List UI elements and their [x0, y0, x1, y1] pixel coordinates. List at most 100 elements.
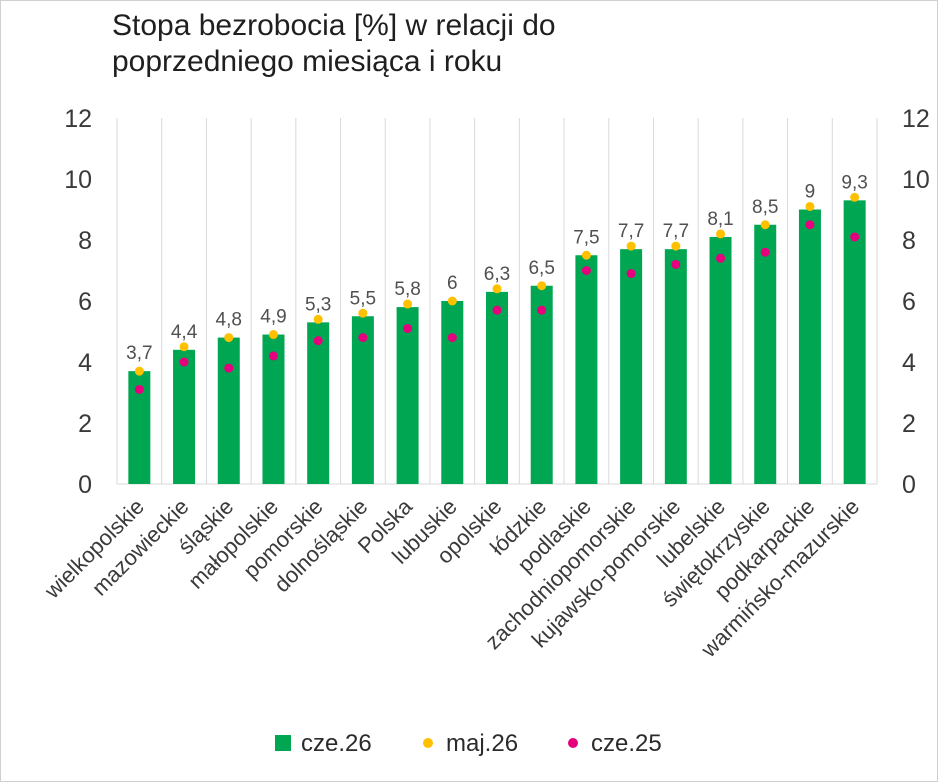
- data-label: 8,1: [707, 209, 733, 230]
- y-tick-label-right: 4: [902, 349, 916, 377]
- bar: [530, 285, 553, 484]
- data-label: 9,3: [841, 172, 867, 193]
- marker-maj26: [224, 333, 234, 343]
- marker-cze25: [447, 333, 457, 343]
- marker-maj26: [537, 281, 547, 291]
- bar: [575, 255, 598, 484]
- bar: [173, 349, 196, 484]
- bar: [664, 249, 687, 484]
- bar: [262, 334, 285, 484]
- data-label: 7,5: [573, 227, 599, 248]
- marker-cze25: [268, 351, 278, 361]
- y-axis-left: 0 2 4 6 8 10 12: [64, 105, 92, 499]
- data-label: 8,5: [752, 197, 778, 218]
- y-tick-label-left: 0: [78, 471, 92, 499]
- bars: [128, 200, 866, 484]
- marker-maj26: [403, 299, 413, 309]
- bar: [620, 249, 643, 484]
- y-tick-label-left: 4: [78, 349, 92, 377]
- chart-title-line2: poprzedniego miesiąca i roku: [112, 45, 503, 78]
- chart-title-line1: Stopa bezrobocia [%] w relacji do: [112, 9, 556, 42]
- marker-cze25: [224, 363, 234, 373]
- markers: [134, 192, 860, 394]
- marker-cze25: [313, 336, 323, 346]
- bar: [307, 322, 330, 484]
- marker-maj26: [179, 342, 189, 352]
- legend-label: maj.26: [446, 730, 518, 757]
- data-label: 4,8: [216, 310, 242, 331]
- y-tick-label-right: 10: [902, 166, 930, 194]
- marker-maj26: [268, 330, 278, 340]
- data-label: 7,7: [618, 221, 644, 242]
- category-labels: wielkopolskiemazowieckieśląskiemałopolsk…: [39, 493, 864, 662]
- data-label: 4,4: [171, 322, 198, 343]
- legend-swatch-cze26: [275, 735, 291, 751]
- marker-cze25: [671, 259, 681, 269]
- y-tick-label-left: 10: [64, 166, 92, 194]
- marker-maj26: [581, 250, 591, 260]
- marker-cze25: [134, 384, 144, 394]
- marker-maj26: [850, 192, 860, 202]
- marker-cze25: [403, 323, 413, 333]
- marker-maj26: [671, 241, 681, 251]
- y-tick-label-right: 2: [902, 410, 916, 438]
- bar: [754, 224, 777, 484]
- bar: [128, 371, 151, 484]
- marker-cze25: [760, 247, 770, 257]
- y-tick-label-right: 8: [902, 227, 916, 255]
- data-label: 9: [805, 182, 816, 203]
- marker-cze25: [716, 253, 726, 263]
- y-tick-label-left: 8: [78, 227, 92, 255]
- marker-maj26: [313, 314, 323, 324]
- bar: [798, 209, 821, 484]
- chart-title: Stopa bezrobocia [%] w relacji do poprze…: [112, 8, 556, 80]
- marker-cze25: [850, 232, 860, 242]
- marker-cze25: [179, 357, 189, 367]
- data-label: 5,5: [350, 288, 376, 309]
- data-label: 5,8: [394, 279, 420, 300]
- bar: [709, 236, 732, 484]
- marker-cze25: [492, 305, 502, 315]
- data-label: 4,9: [260, 307, 286, 328]
- bar: [441, 301, 464, 484]
- marker-cze25: [358, 333, 368, 343]
- marker-cze25: [805, 220, 815, 230]
- data-label: 6,5: [528, 258, 554, 279]
- legend-label: cze.25: [591, 730, 662, 757]
- y-tick-label-right: 0: [902, 471, 916, 499]
- bar: [351, 316, 374, 484]
- y-tick-label-left: 6: [78, 288, 92, 316]
- data-label: 6,3: [484, 264, 510, 285]
- marker-maj26: [760, 220, 770, 230]
- y-axis-right: 0 2 4 6 8 10 12: [902, 105, 930, 499]
- marker-maj26: [358, 308, 368, 318]
- bar: [843, 200, 866, 484]
- y-tick-label-right: 6: [902, 288, 916, 316]
- marker-maj26: [447, 296, 457, 306]
- legend-swatch-maj26: [423, 738, 433, 748]
- marker-cze25: [626, 269, 636, 279]
- data-labels: 3,7 4,4 4,8 4,9 5,3 5,5 5,8 6 6,3 6,5 7,5 7,7 7,7 8,1…: [126, 172, 868, 364]
- bar: [486, 291, 508, 484]
- data-label: 7,7: [663, 221, 689, 242]
- marker-cze25: [581, 266, 591, 275]
- bar: [396, 307, 419, 484]
- y-tick-label-right: 12: [902, 105, 930, 133]
- marker-maj26: [134, 366, 144, 376]
- marker-cze25: [537, 305, 547, 315]
- y-tick-label-left: 12: [64, 105, 92, 133]
- legend-label: cze.26: [301, 730, 372, 757]
- legend-swatch-cze25: [568, 738, 578, 748]
- marker-maj26: [716, 229, 726, 239]
- y-tick-label-left: 2: [78, 410, 92, 438]
- data-label: 5,3: [305, 294, 331, 315]
- marker-maj26: [805, 201, 815, 211]
- marker-maj26: [626, 241, 636, 251]
- legend: cze.26 maj.26 cze.25: [275, 730, 662, 757]
- marker-maj26: [492, 284, 502, 294]
- data-label: 3,7: [126, 343, 152, 364]
- bar: [217, 337, 240, 484]
- data-label: 6: [447, 273, 458, 294]
